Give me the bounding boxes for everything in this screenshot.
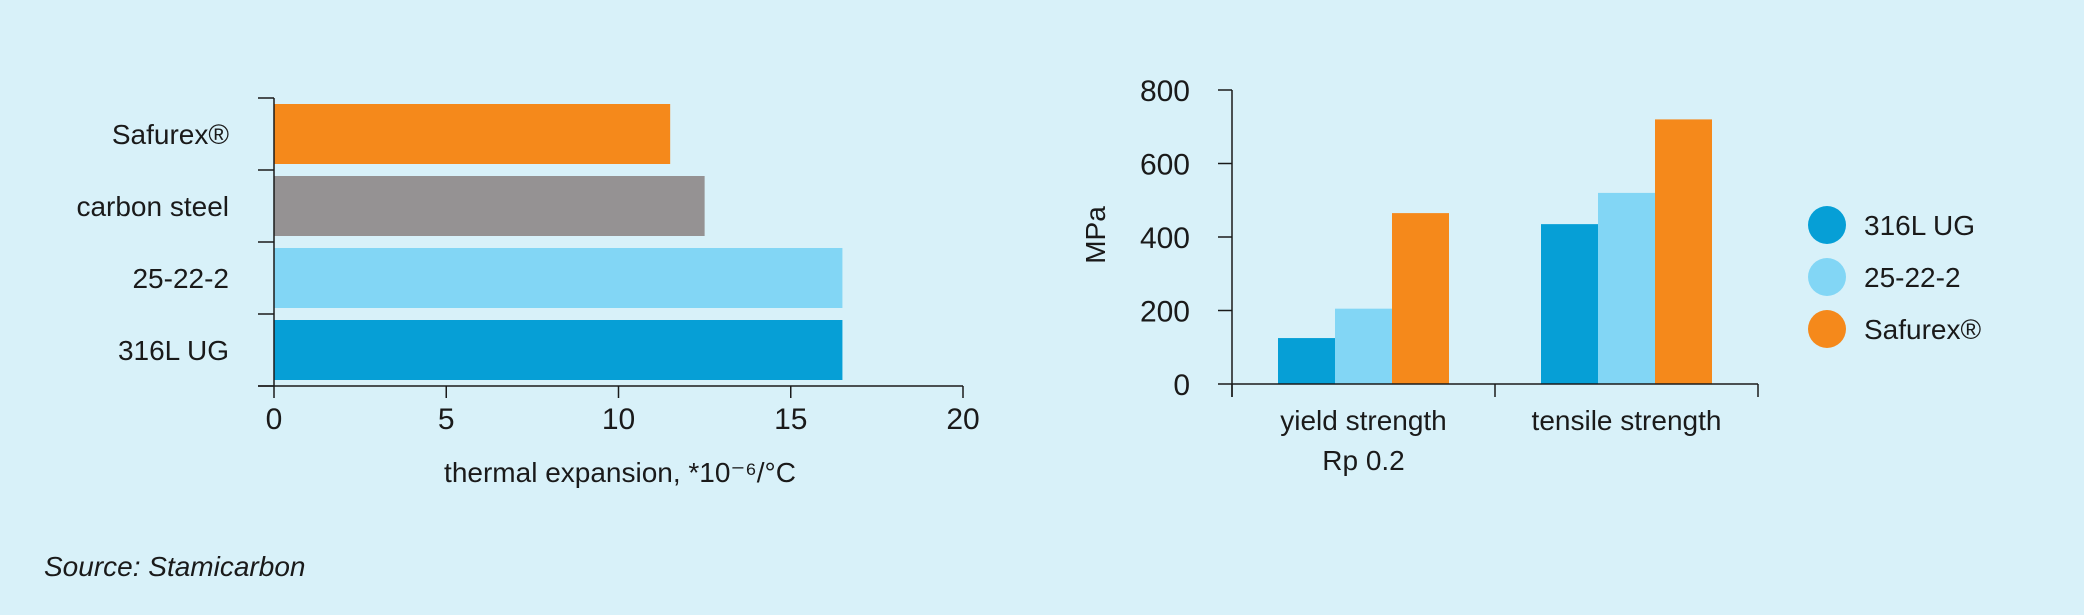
category-label: 25-22-2 — [132, 263, 229, 294]
x-tick-label: 15 — [774, 403, 807, 436]
y-tick-label: 0 — [1173, 369, 1190, 402]
x-tick-label: 0 — [266, 403, 283, 436]
x-tick-label: 10 — [602, 403, 635, 436]
bar-316l-ug — [274, 320, 843, 380]
legend-label: Safurex® — [1864, 314, 1981, 345]
bar-316l-ug — [1541, 224, 1598, 384]
category-label: yield strength — [1280, 405, 1447, 436]
category-label: Safurex® — [112, 119, 229, 150]
strength-chart: yield strength Rp 0.2 tensile strength 0 200… — [1080, 75, 1981, 476]
bar-25-22-2 — [1335, 308, 1392, 384]
bar-safurex- — [1392, 213, 1449, 384]
legend-label: 25-22-2 — [1864, 262, 1961, 293]
y-tick-label: 600 — [1140, 149, 1190, 182]
category-label: carbon steel — [76, 191, 229, 222]
bar-carbon-steel — [274, 176, 705, 236]
bar-25-22-2 — [274, 248, 843, 308]
legend-swatch — [1808, 258, 1846, 296]
legend-label: 316L UG — [1864, 210, 1975, 241]
y-tick-label: 800 — [1140, 75, 1190, 108]
y-tick-label: 400 — [1140, 222, 1190, 255]
category-label: Rp 0.2 — [1322, 445, 1405, 476]
bar-25-22-2 — [1598, 192, 1655, 384]
bar-safurex- — [274, 104, 671, 164]
legend-swatch — [1808, 310, 1846, 348]
x-axis-title: thermal expansion, *10⁻⁶/°C — [444, 457, 796, 488]
bar-316l-ug — [1278, 338, 1335, 384]
legend-swatch — [1808, 206, 1846, 244]
source-note: Source: Stamicarbon — [44, 551, 306, 582]
bar-safurex- — [1655, 119, 1712, 385]
category-label: tensile strength — [1532, 405, 1722, 436]
category-label: 316L UG — [118, 335, 229, 366]
y-tick-label: 200 — [1140, 296, 1190, 329]
x-tick-label: 5 — [438, 403, 455, 436]
y-axis-title: MPa — [1080, 206, 1111, 264]
x-tick-label: 20 — [946, 403, 979, 436]
thermal-expansion-chart: Safurex® carbon steel 25-22-2 316L UG 0 5 10 15… — [76, 97, 980, 488]
